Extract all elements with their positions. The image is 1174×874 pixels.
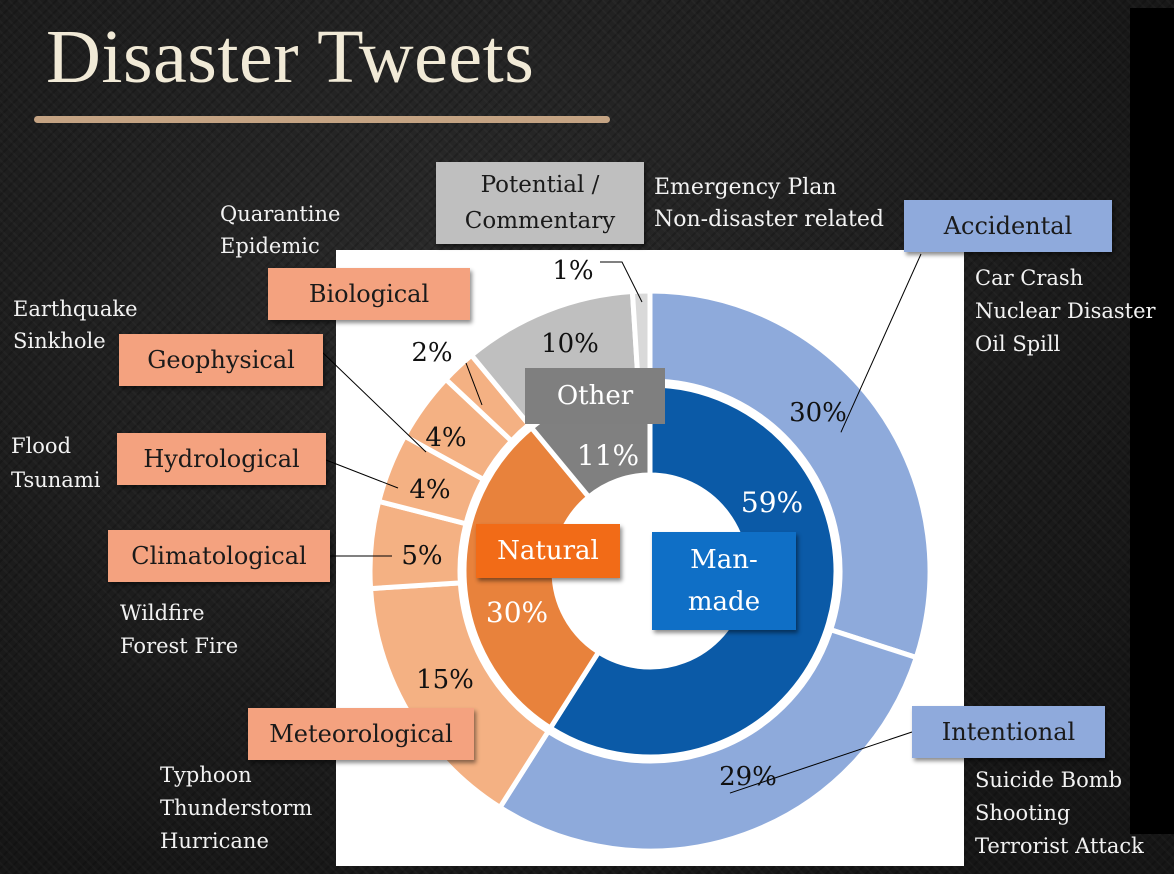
category-box-other: Other <box>525 368 665 424</box>
value-label-man-made: 59% <box>741 486 803 519</box>
right-edge-strip <box>1130 8 1174 834</box>
example-item: Nuclear Disaster <box>975 299 1156 323</box>
leader-line-other <box>600 261 643 303</box>
examples-intentional: Suicide Bomb Shooting Terrorist Attack <box>975 764 1144 863</box>
category-box-hydrological: Hydrological <box>117 433 326 485</box>
leader-line-geophysical <box>321 351 427 453</box>
examples-meteorological: Typhoon Thunderstorm Hurricane <box>160 759 312 858</box>
category-label-man-made: Man-made <box>687 545 761 617</box>
category-label-accidental: Accidental <box>943 212 1073 240</box>
example-item: Typhoon <box>160 763 252 787</box>
page-title: Disaster Tweets <box>46 15 535 99</box>
category-label-meteorological: Meteorological <box>269 720 453 748</box>
example-item: Non-disaster related <box>654 207 884 232</box>
category-box-potential-commentary: Potential / Commentary <box>436 162 644 244</box>
value-label-other: 11% <box>577 439 639 472</box>
example-item: Terrorist Attack <box>975 834 1144 858</box>
value-label-meteorological: 15% <box>416 665 474 695</box>
example-item: Suicide Bomb <box>975 768 1123 792</box>
value-label-unlabeled: 1% <box>552 256 593 286</box>
examples-accidental: Car Crash Nuclear Disaster Oil Spill <box>975 262 1156 361</box>
category-label-geophysical: Geophysical <box>147 346 295 374</box>
example-item: Flood <box>11 434 72 458</box>
value-label-natural: 30% <box>486 596 548 629</box>
category-label-intentional: Intentional <box>941 718 1076 746</box>
outer-slice-intentional <box>496 626 920 854</box>
example-item: Thunderstorm <box>160 796 313 820</box>
example-item: Earthquake <box>13 297 138 321</box>
example-item: Forest Fire <box>120 634 239 658</box>
example-item: Emergency Plan <box>654 175 837 200</box>
category-label-biological: Biological <box>308 280 430 308</box>
example-item: Shooting <box>975 801 1071 825</box>
example-item: Oil Spill <box>975 332 1061 356</box>
category-box-meteorological: Meteorological <box>248 708 474 760</box>
category-box-biological: Biological <box>268 268 470 320</box>
examples-potential-commentary: Emergency Plan Non-disaster related <box>654 172 884 236</box>
example-item: Quarantine <box>220 202 341 226</box>
value-label-accidental: 30% <box>789 398 847 428</box>
examples-climatological: Wildfire Forest Fire <box>120 597 238 663</box>
value-label-hydrological: 4% <box>409 475 450 505</box>
leader-line-biological <box>465 362 483 406</box>
leader-line-hydrological <box>325 459 399 489</box>
leader-line-intentional <box>729 731 913 794</box>
example-item: Tsunami <box>11 468 101 492</box>
title-underline <box>34 116 610 123</box>
examples-geophysical: Earthquake Sinkhole <box>13 293 138 357</box>
category-label-hydrological: Hydrological <box>143 445 300 473</box>
value-label-biological: 2% <box>411 338 452 368</box>
examples-hydrological: Flood Tsunami <box>11 429 100 497</box>
category-box-accidental: Accidental <box>904 200 1112 252</box>
value-label-geophysical: 4% <box>425 423 466 453</box>
category-box-natural: Natural <box>476 524 620 578</box>
category-label-climatological: Climatological <box>131 542 307 570</box>
example-item: Epidemic <box>220 234 320 258</box>
value-label-climatological: 5% <box>401 541 442 571</box>
category-label-natural: Natural <box>497 536 599 566</box>
example-item: Wildfire <box>120 601 205 625</box>
examples-biological: Quarantine Epidemic <box>220 198 340 262</box>
example-item: Hurricane <box>160 829 269 853</box>
category-box-intentional: Intentional <box>912 706 1105 758</box>
example-item: Sinkhole <box>13 329 106 353</box>
category-label-other: Other <box>556 381 634 411</box>
leader-line-accidental <box>840 253 922 433</box>
value-label-intentional: 29% <box>719 762 777 792</box>
category-box-man-made: Man-made <box>652 532 796 630</box>
value-label-potential-commentary: 10% <box>541 329 599 359</box>
category-box-geophysical: Geophysical <box>119 334 323 386</box>
category-box-climatological: Climatological <box>108 530 330 582</box>
category-label-potential-commentary: Potential / Commentary <box>464 172 616 234</box>
outer-slice-accidental <box>647 288 933 661</box>
example-item: Car Crash <box>975 266 1084 290</box>
